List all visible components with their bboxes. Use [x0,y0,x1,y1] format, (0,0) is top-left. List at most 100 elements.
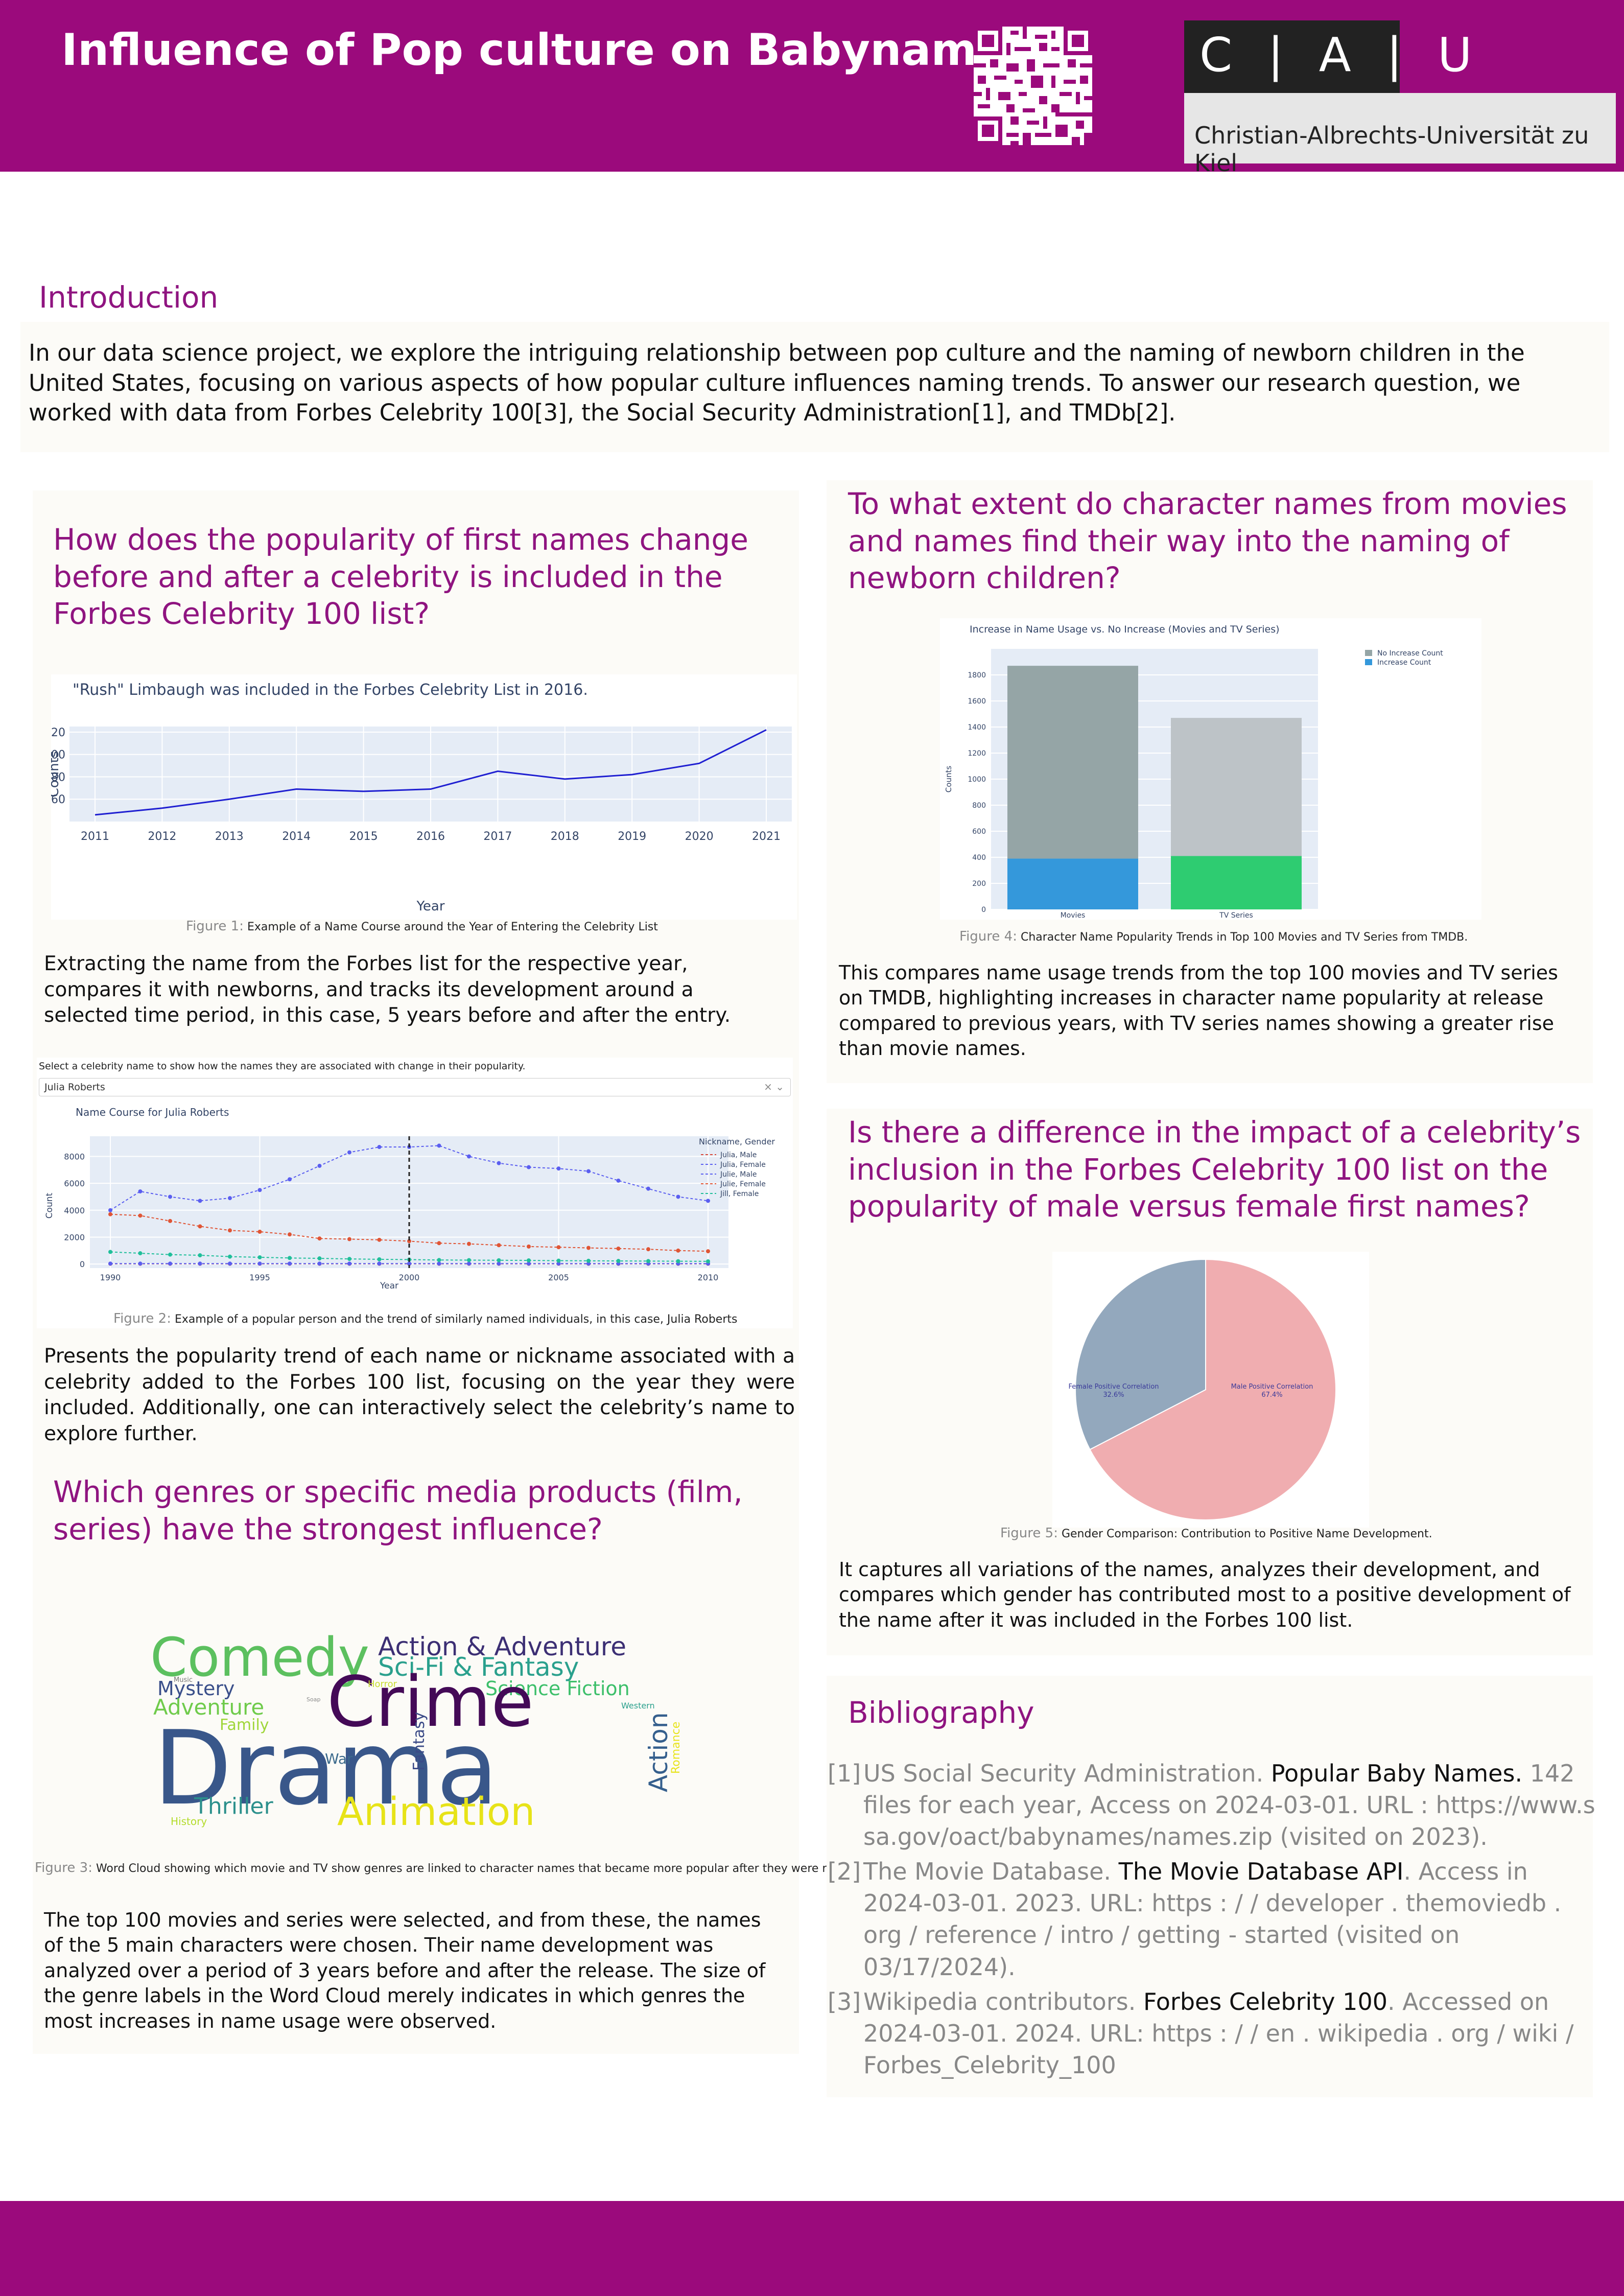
bar-increase [1171,856,1302,909]
data-point [288,1177,292,1182]
data-point [257,1229,262,1234]
y-tick-label: 0 [981,906,986,914]
bib-url[interactable]: https : / / en . wikipedia . org / wiki … [863,2019,1574,2079]
word-cloud: Comedy Action & Adventure Sci-Fi & Fanta… [143,1609,715,1834]
word-western: Western [621,1701,655,1711]
data-point [377,1237,382,1242]
y-axis-label: Count [44,1192,55,1219]
data-point [198,1224,202,1229]
word-romance: Romance [670,1722,682,1774]
clear-icon[interactable]: × ⌄ [764,1081,784,1093]
y-tick-label: 80 [51,771,65,784]
word-thriller: Thriller [194,1793,274,1819]
word-comedy: Comedy [150,1626,369,1689]
section2-heading: Which genres or specific media products … [53,1474,743,1547]
data-point [228,1228,232,1233]
bar-no-increase [1171,718,1302,856]
word-science-fiction: Science Fiction [485,1677,630,1700]
x-tick-label: TV Series [1219,911,1253,920]
intro-heading: Introduction [39,280,219,315]
qr-code-icon[interactable] [974,27,1092,145]
data-point [257,1255,262,1259]
data-point [616,1178,621,1183]
data-point [347,1150,351,1155]
data-point [138,1261,143,1266]
bibliography-heading: Bibliography [848,1695,1034,1730]
university-name: Christian-Albrechts-Universität zu Kiel [1194,122,1589,177]
section3-heading: To what extent do character names from m… [848,486,1567,595]
data-point [437,1143,441,1148]
y-tick-label: 8000 [64,1152,85,1161]
bib-url[interactable]: https : / / developer . themoviedb . org… [863,1889,1562,1949]
data-point [377,1257,382,1261]
data-point [138,1189,143,1193]
data-point [437,1241,441,1246]
section1-text2: Presents the popularity trend of each na… [44,1345,795,1446]
section4-text: It captures all variations of the names,… [839,1558,1571,1631]
y-tick-label: 6000 [64,1179,85,1188]
y-tick-label: 800 [972,802,986,810]
y-tick-label: 1800 [968,671,986,680]
chart-title: Increase in Name Usage vs. No Increase (… [970,624,1280,635]
data-point [467,1258,471,1262]
word-action: Action [644,1712,673,1792]
data-point [556,1166,561,1171]
data-point [497,1161,501,1165]
y-tick-label: 4000 [64,1206,85,1215]
bib-entry: [3] Wikipedia contributors. Forbes Celeb… [828,1987,1574,2079]
data-point [527,1165,531,1169]
data-point [317,1236,322,1241]
figure-3-caption: Figure 3: Word Cloud showing which movie… [35,1860,874,1876]
x-axis-label: Year [380,1281,398,1291]
y-tick-label: 60 [51,793,65,806]
cau-letters: C | A | U [1199,28,1482,82]
data-point [616,1246,621,1251]
bar-no-increase [1007,666,1138,859]
legend-item: Increase Count [1377,659,1431,667]
slice-label: Male Positive Correlation [1231,1383,1313,1391]
data-point [228,1196,232,1201]
y-tick-label: 200 [972,880,986,888]
data-point [706,1249,710,1254]
data-point [288,1261,292,1266]
y-tick-label: 1200 [968,749,986,758]
line-chart-rush: "Rush" Limbaugh was included in the Forb… [44,681,792,914]
x-tick-label: 2020 [685,830,714,843]
data-point [288,1232,292,1237]
legend-item: No Increase Count [1377,649,1443,658]
x-tick-label: 1995 [249,1273,270,1282]
celebrity-select[interactable]: Julia Roberts × ⌄ [39,1078,791,1096]
figure-2-caption: Figure 2: Example of a popular person an… [113,1311,738,1326]
x-tick-label: 2014 [282,830,311,843]
legend-item: Jill, Female [720,1190,759,1198]
data-point [467,1261,471,1266]
word-drama: Drama [153,1709,499,1828]
word-music: Music [174,1676,193,1684]
chart-title: Name Course for Julia Roberts [76,1106,229,1118]
data-point [706,1259,710,1263]
x-tick-label: 2005 [548,1273,569,1282]
data-point [257,1261,262,1266]
data-point [228,1254,232,1259]
data-point [676,1248,680,1253]
figure-5-caption: Figure 5: Gender Comparison: Contributio… [1000,1526,1432,1541]
intro-text: In our data science project, we explore … [29,339,1525,426]
word-fantasy: Fantasy [410,1712,428,1771]
figure-1: "Rush" Limbaugh was included in the Forb… [44,674,797,920]
data-point [497,1261,501,1266]
legend-item: Julia, Male [720,1151,757,1159]
university-logo: C | A | U Christian-Albrechts-Universitä… [1184,20,1616,177]
y-tick-label: 1000 [968,776,986,784]
data-point [676,1259,680,1263]
legend-swatch [1365,659,1372,665]
word-soap: Soap [307,1696,320,1703]
slice-value: 67.4% [1261,1391,1282,1399]
legend-item: Julie, Female [720,1180,766,1188]
data-point [138,1251,143,1256]
section3-text: This compares name usage trends from the… [839,962,1558,1060]
bib-url[interactable]: URL : https://www.ssa.gov/oact/babynames… [863,1791,1595,1851]
y-tick-label: 0 [80,1259,85,1269]
stacked-bar-chart: Increase in Name Usage vs. No Increase (… [944,624,1443,920]
